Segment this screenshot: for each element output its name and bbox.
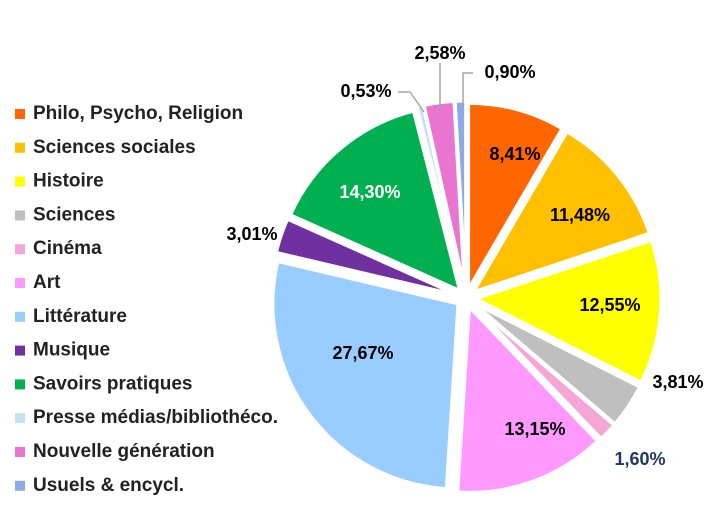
legend-swatch-10 [15,413,25,424]
legend-label-3: Histoire [33,171,104,192]
legend-label-7: Littérature [33,306,127,327]
pie-slice-5 [472,303,617,441]
leader-line-10 [398,91,425,113]
legend-swatch-3 [15,176,25,187]
legend-swatch-2 [15,142,25,153]
legend-swatch-12 [15,480,25,491]
data-label-6: 13,15% [504,419,565,439]
pie-slice-6 [456,303,600,494]
legend-swatch-6 [15,278,25,288]
pie-slice-4 [473,302,642,426]
data-labels: 8,41% 11,48% 12,55% 3,81% 1,60% 13,15% 27,67% 3… [226,43,703,469]
legend-swatch-11 [15,447,25,457]
legend-label-2: Sciences sociales [33,137,196,158]
data-label-8: 3,01% [226,224,277,244]
legend-label-12: Usuels & encycl. [33,475,184,496]
leader-line-12 [462,72,473,108]
legend-swatch-8 [15,345,25,356]
legend: Philo, Psycho, Religion Sciences sociales… [15,103,278,496]
pie-slice-2 [470,129,652,295]
legend-label-4: Sciences [33,204,115,225]
pie-slice-1 [467,101,564,294]
leader-lines [398,63,473,113]
legend-label-5: Cinéma [33,238,102,259]
data-label-11: 2,58% [414,43,465,63]
legend-swatch-9 [15,379,25,390]
data-label-7: 27,67% [332,343,393,363]
pie-slice-3 [472,238,663,385]
pie-slice-8 [274,217,458,297]
pie-slices [271,99,663,494]
legend-swatch-7 [15,311,25,322]
legend-label-11: Nouvelle génération [33,441,215,462]
data-label-10: 0,53% [340,81,391,101]
data-label-12: 0,90% [484,62,535,82]
legend-label-1: Philo, Psycho, Religion [33,103,243,124]
legend-label-8: Musique [33,340,110,361]
pie-slice-12 [453,99,468,287]
pie-slice-7 [271,259,460,491]
data-label-5: 1,60% [614,449,665,469]
pie-slice-9 [288,109,462,293]
legend-swatch-5 [15,244,25,255]
legend-label-9: Savoirs pratiques [33,373,192,394]
data-label-2: 11,48% [550,205,610,225]
legend-label-10: Presse médias/bibliothéco. [33,407,278,428]
data-label-1: 8,41% [489,144,540,164]
legend-swatch-1 [15,109,25,119]
legend-swatch-4 [15,210,25,221]
data-label-3: 12,55% [579,295,640,315]
data-label-4: 3,81% [652,372,703,392]
legend-label-6: Art [33,272,61,293]
data-label-9: 14,30% [339,182,400,202]
